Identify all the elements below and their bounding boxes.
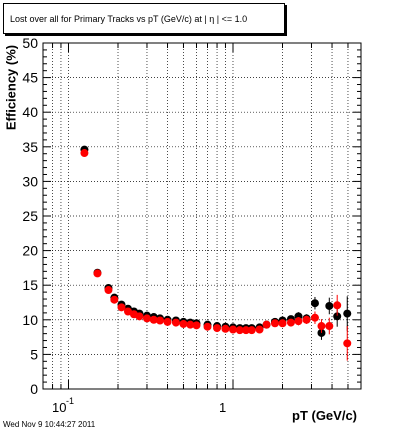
y-tick-label: 10 <box>22 312 38 328</box>
y-tick-label: 5 <box>30 346 38 362</box>
x-axis-label: pT (GeV/c) <box>292 408 358 423</box>
grid-lines <box>42 43 362 389</box>
axis-ticks <box>42 42 362 390</box>
data-point <box>171 318 180 327</box>
data-point <box>179 319 188 328</box>
y-axis-label: Efficiency (%) <box>3 44 19 131</box>
data-point <box>163 317 172 326</box>
data-point <box>333 301 342 310</box>
data-point <box>235 326 244 335</box>
data-point <box>286 318 295 327</box>
data-point <box>333 312 342 321</box>
data-point <box>247 326 256 335</box>
data-point <box>310 313 319 322</box>
x-tick-label-0.1-base: 10 <box>52 400 66 415</box>
x-tick-label-1: 1 <box>219 400 226 415</box>
data-point <box>242 326 251 335</box>
data-point <box>123 307 132 316</box>
data-point <box>213 324 222 333</box>
data-point <box>343 339 352 348</box>
y-tick-label: 20 <box>22 243 38 259</box>
data-point <box>343 309 352 318</box>
y-tick-label: 25 <box>22 208 38 224</box>
data-point <box>93 269 102 278</box>
data-point <box>228 325 237 334</box>
data-point <box>270 319 279 328</box>
data-point <box>80 149 89 158</box>
data-point <box>117 303 126 312</box>
y-tick-label: 45 <box>22 70 38 86</box>
chart-title: Lost over all for Primary Tracks vs pT (… <box>10 14 248 24</box>
y-tick-labels: 0 5 10 15 20 25 30 35 40 45 50 <box>22 35 38 397</box>
data-point <box>302 315 311 324</box>
x-tick-labels: 10 -1 1 <box>52 396 226 415</box>
data-point <box>317 322 326 331</box>
x-tick-label-0.1-exponent: -1 <box>66 396 74 406</box>
data-point <box>155 316 164 325</box>
data-point <box>294 317 303 326</box>
data-point <box>325 301 334 310</box>
data-point <box>186 320 195 329</box>
data-point <box>221 324 230 333</box>
data-point <box>110 295 119 304</box>
chart-title-box: Lost over all for Primary Tracks vs pT (… <box>3 3 285 34</box>
y-tick-label: 40 <box>22 104 38 120</box>
data-point <box>149 315 158 324</box>
data-point <box>262 320 271 329</box>
data-point <box>278 319 287 328</box>
data-point <box>192 321 201 330</box>
series-1 <box>80 149 352 361</box>
data-point <box>310 299 319 308</box>
data-point <box>325 322 334 331</box>
data-point <box>135 312 144 321</box>
y-tick-label: 50 <box>22 35 38 51</box>
y-tick-label: 0 <box>30 381 38 397</box>
timestamp: Wed Nov 9 10:44:27 2011 <box>3 420 96 429</box>
y-tick-label: 35 <box>22 139 38 155</box>
y-tick-label: 15 <box>22 277 38 293</box>
data-series <box>80 145 352 361</box>
y-tick-label: 30 <box>22 173 38 189</box>
data-point <box>203 322 212 331</box>
data-point <box>104 286 113 295</box>
data-point <box>142 314 151 323</box>
data-point <box>255 325 264 334</box>
